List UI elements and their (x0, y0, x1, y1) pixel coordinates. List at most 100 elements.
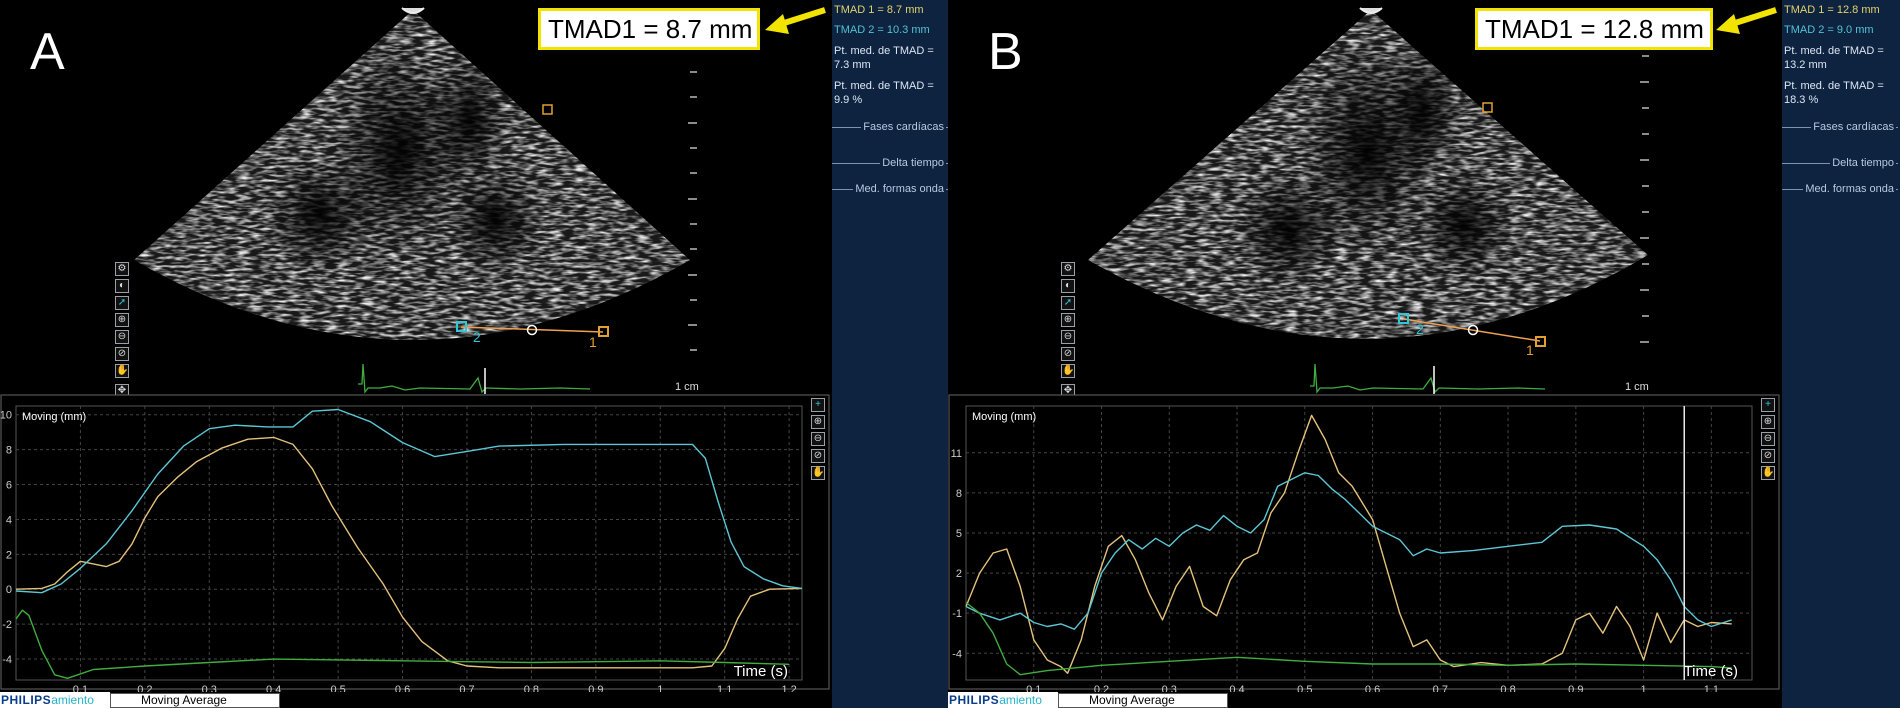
measurement-box: TMAD1 = 8.7 mm (538, 8, 760, 50)
settings-icon[interactable]: ⚙ (115, 262, 129, 276)
x-tick-label: 0.7 (1433, 684, 1448, 692)
add-icon[interactable]: + (1761, 398, 1775, 412)
motion-graph-a: 0.1 0.2 0.3 0.4 0.5 0.6 0.7 0.8 0.9 1 1.1 1.2 10 8 6 4 2… (0, 394, 830, 692)
section-waveform-measures[interactable]: Med. formas onda (1782, 182, 1898, 196)
marker-1-label: 1 (589, 334, 597, 350)
pan-hand-icon[interactable]: ✋ (1061, 364, 1075, 378)
y-tick-label: -4 (952, 648, 962, 660)
tracking-point-2[interactable] (456, 321, 467, 332)
depth-scale (688, 71, 697, 351)
scale-label: 1 cm (675, 381, 699, 393)
contrast-icon[interactable]: ◐ (1061, 279, 1075, 293)
section-cardiac-phases[interactable]: Fases cardíacas (832, 120, 948, 134)
midpoint-marker[interactable] (526, 324, 538, 336)
y-tick-label: 0 (6, 584, 12, 596)
moving-average-box[interactable]: Moving Average (110, 693, 280, 708)
zoom-out-icon[interactable]: ⊖ (1061, 330, 1075, 344)
x-tick-label: 1 (657, 684, 663, 692)
x-tick-label: 1.1 (1704, 684, 1719, 692)
motion-graph-b: 0.1 0.2 0.3 0.4 0.5 0.6 0.7 0.8 0.9 1 1.1 11 8 5 2 -1 -4… (948, 394, 1780, 692)
x-tick-label: 0.9 (588, 684, 603, 692)
roi-marker[interactable] (1482, 102, 1493, 113)
midpoint-marker[interactable] (1467, 324, 1479, 336)
zoom-in-icon[interactable]: ⊕ (115, 313, 129, 327)
contrast-icon[interactable]: ◐ (115, 279, 129, 293)
depth-scale (1640, 29, 1649, 343)
image-toolbar: ⚙ ◐ ➚ ⊕ ⊖ ⊘ ✋ ✥ (115, 262, 129, 401)
plot-area (15, 405, 803, 681)
graph-title: Moving (mm) (972, 411, 1036, 423)
settings-icon[interactable]: ⚙ (1061, 262, 1075, 276)
moving-average-box[interactable]: Moving Average (1058, 693, 1228, 708)
zoom-in-icon[interactable]: ⊕ (1061, 313, 1075, 327)
scale-label: 1 cm (1625, 381, 1649, 393)
x-tick-label: 0.5 (1297, 684, 1312, 692)
graph-toolbar: + ⊕ ⊖ ⊘ ✋ (811, 398, 825, 483)
y-tick-label: 8 (6, 445, 12, 457)
pan-hand-icon[interactable]: ✋ (115, 364, 129, 378)
series-line (965, 472, 1732, 630)
series-line (15, 609, 790, 679)
x-tick-label: 0.1 (1026, 684, 1041, 692)
zoom-out-icon[interactable]: ⊖ (115, 330, 129, 344)
y-tick-label: 2 (6, 549, 12, 561)
y-tick-label: 6 (6, 480, 12, 492)
pan-hand-icon[interactable]: ✋ (1761, 466, 1775, 480)
pointer-icon[interactable]: ➚ (115, 296, 129, 310)
zoom-fit-icon[interactable]: ⊘ (115, 347, 129, 361)
zoom-in-icon[interactable]: ⊕ (811, 415, 825, 429)
echo-image-a: 2 1 1 cm (134, 7, 699, 394)
tmad1-value: TMAD 1 = 12.8 mm (1784, 4, 1880, 16)
midpoint-mm-value: Pt. med. de TMAD = 7.3 mm (834, 45, 934, 71)
x-tick-label: 0.8 (524, 684, 539, 692)
zoom-fit-icon[interactable]: ⊘ (811, 449, 825, 463)
y-tick-label: 2 (956, 568, 962, 580)
section-cardiac-phases[interactable]: Fases cardíacas (1782, 120, 1898, 134)
roi-marker[interactable] (542, 104, 553, 115)
panel-letter: A (30, 23, 65, 81)
y-tick-label: -4 (2, 654, 12, 666)
x-tick-label: 0.4 (1229, 684, 1244, 692)
y-tick-label: 5 (956, 528, 962, 540)
series-line (15, 436, 803, 669)
x-tick-label: 1.2 (781, 684, 796, 692)
zoom-out-icon[interactable]: ⊖ (1761, 432, 1775, 446)
graph-toolbar: + ⊕ ⊖ ⊘ ✋ (1761, 398, 1775, 483)
section-delta-time[interactable]: Delta tiempo (832, 156, 948, 170)
measurement-sidebar: TMAD 1 = 12.8 mm TMAD 2 = 9.0 mm Pt. med… (1782, 0, 1900, 708)
zoom-out-icon[interactable]: ⊖ (811, 432, 825, 446)
x-tick-label: 0.3 (1162, 684, 1177, 692)
zoom-fit-icon[interactable]: ⊘ (1061, 347, 1075, 361)
tracking-point-1[interactable] (1535, 336, 1546, 347)
add-icon[interactable]: + (811, 398, 825, 412)
ecg-trace (1310, 363, 1546, 394)
y-tick-label: 8 (956, 488, 962, 500)
echo-image-b: 2 1 1 cm (1088, 7, 1649, 394)
x-tick-label: 0.2 (1094, 684, 1109, 692)
footer: PHILIPSamiento Moving Average (0, 692, 948, 708)
section-waveform-measures[interactable]: Med. formas onda (832, 182, 948, 196)
zoom-fit-icon[interactable]: ⊘ (1761, 449, 1775, 463)
x-tick-label: 0.9 (1568, 684, 1583, 692)
zoom-in-icon[interactable]: ⊕ (1761, 415, 1775, 429)
x-tick-label: 0.4 (266, 684, 281, 692)
midpoint-pct-value: Pt. med. de TMAD = 9.9 % (834, 80, 934, 106)
series-line (15, 408, 803, 594)
pointer-icon[interactable]: ➚ (1061, 296, 1075, 310)
tracking-point-2[interactable] (1398, 313, 1409, 324)
tmad1-value: TMAD 1 = 8.7 mm (834, 4, 924, 16)
arrow-icon (765, 7, 826, 34)
philips-logo: PHILIPSamiento (948, 692, 1058, 708)
section-delta-time[interactable]: Delta tiempo (1782, 156, 1898, 170)
x-tick-label: 0.1 (73, 684, 88, 692)
marker-1-label: 1 (1526, 342, 1534, 358)
y-tick-label: 11 (951, 448, 962, 460)
x-tick-label: 0.5 (330, 684, 345, 692)
pan-hand-icon[interactable]: ✋ (811, 466, 825, 480)
series-line (965, 414, 1732, 674)
panel-a: 2 1 1 cm ⚙ ◐ ➚ ⊕ ⊖ ⊘ ✋ ✥ A TMAD1 = 8.7 m… (0, 0, 948, 708)
x-tick-label: 0.8 (1500, 684, 1515, 692)
plot-area (965, 405, 1753, 681)
tracking-point-1[interactable] (598, 326, 609, 337)
marker-2-label: 2 (473, 329, 481, 345)
